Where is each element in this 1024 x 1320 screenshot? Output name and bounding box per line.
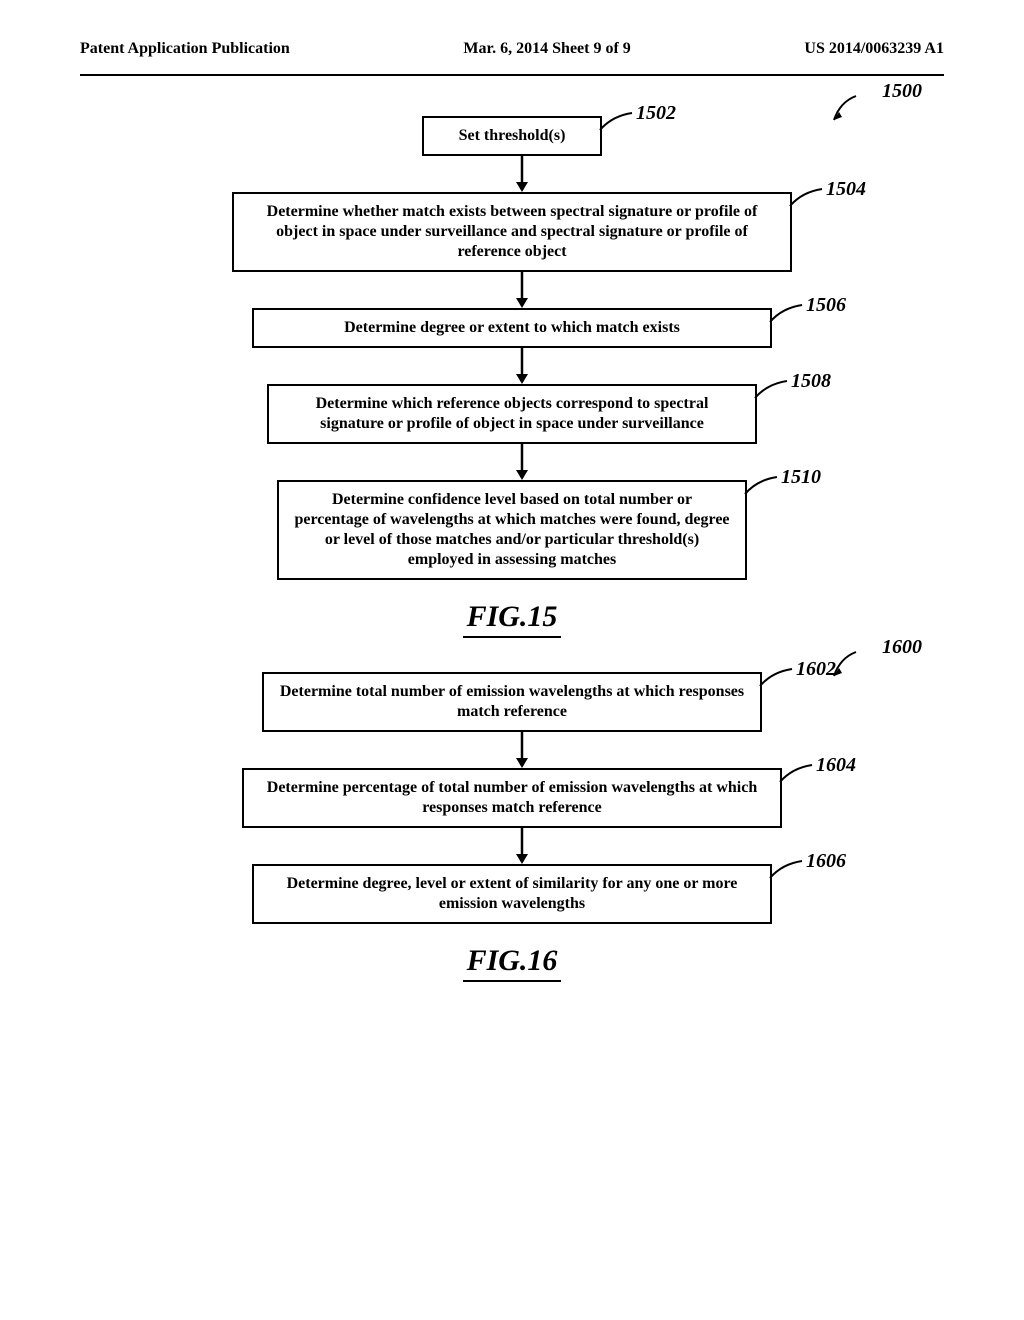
header-rule xyxy=(80,74,944,76)
header-right: US 2014/0063239 A1 xyxy=(804,40,944,58)
patent-page: Patent Application Publication Mar. 6, 2… xyxy=(0,0,1024,1320)
ref-label: 1606 xyxy=(806,850,846,873)
header-center: Mar. 6, 2014 Sheet 9 of 9 xyxy=(463,40,630,58)
flow-node: Determine whether match exists between s… xyxy=(232,192,792,272)
ref-label: 1604 xyxy=(816,754,856,777)
ref-1500: 1500 xyxy=(882,80,922,103)
figure-15-flowchart: 1500 Set threshold(s)1502Determine wheth… xyxy=(192,116,832,580)
flow-node: Determine degree, level or extent of sim… xyxy=(252,864,772,924)
flow-node: Determine which reference objects corres… xyxy=(267,384,757,444)
ref-label: 1506 xyxy=(806,294,846,317)
header-left: Patent Application Publication xyxy=(80,40,290,58)
flow-node: Determine percentage of total number of … xyxy=(242,768,782,828)
flow-node: Determine total number of emission wavel… xyxy=(262,672,762,732)
ref-label: 1510 xyxy=(781,466,821,489)
ref-label: 1504 xyxy=(826,178,866,201)
figure-15-caption: FIG.15 xyxy=(463,600,562,638)
leader-1600 xyxy=(832,648,872,683)
ref-label: 1602 xyxy=(796,658,836,681)
flow-node: Set threshold(s) xyxy=(422,116,602,156)
ref-label: 1508 xyxy=(791,370,831,393)
ref-1600: 1600 xyxy=(882,636,922,659)
flow-node: Determine degree or extent to which matc… xyxy=(252,308,772,348)
flow-node: Determine confidence level based on tota… xyxy=(277,480,747,580)
figure-16-flowchart: 1600 Determine total number of emission … xyxy=(192,672,832,924)
figure-16-caption: FIG.16 xyxy=(463,944,562,982)
page-header: Patent Application Publication Mar. 6, 2… xyxy=(80,40,944,64)
ref-label: 1502 xyxy=(636,102,676,125)
leader-1500 xyxy=(832,92,872,127)
